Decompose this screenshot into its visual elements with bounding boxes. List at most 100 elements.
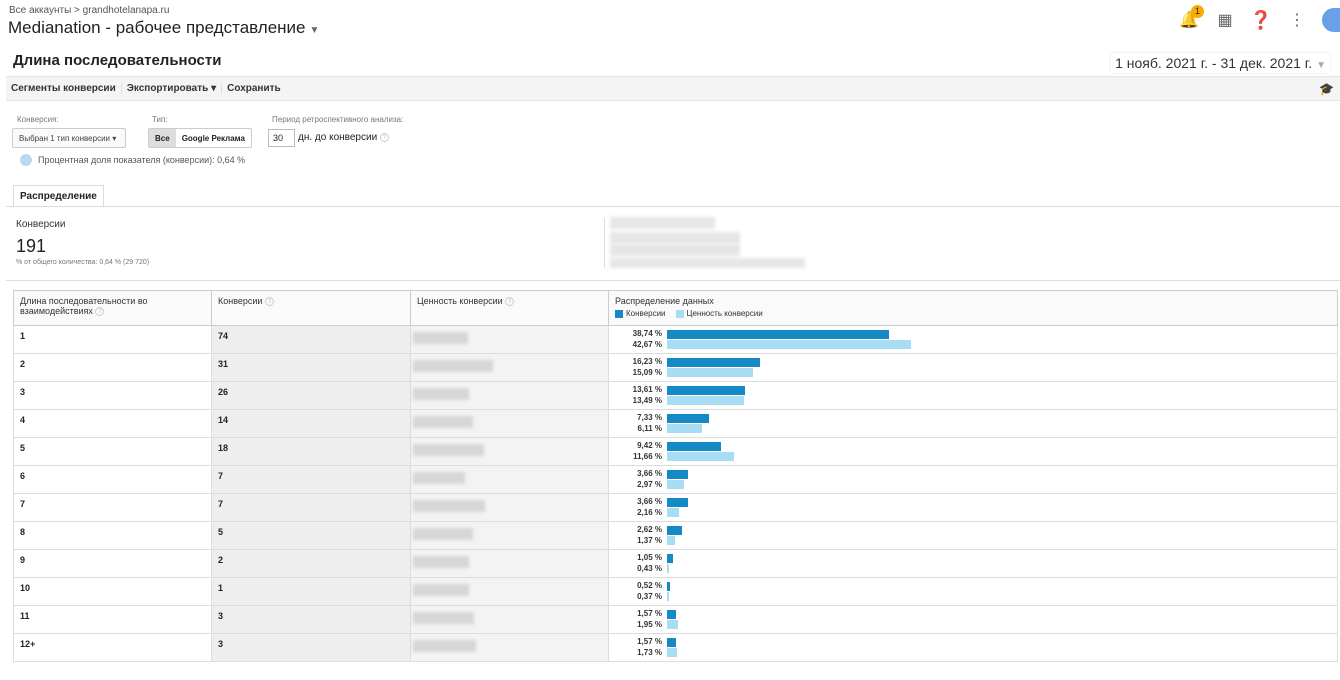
table-row: 1 74 38,74 % 42,67 % xyxy=(14,326,1338,354)
value-pct-label: 15,09 % xyxy=(609,368,662,377)
view-selector[interactable]: Medianation - рабочее представление ▼ xyxy=(8,18,319,38)
value-pct-label: 6,11 % xyxy=(609,424,662,433)
bell-icon[interactable]: 🔔 1 xyxy=(1178,9,1200,31)
value-pct-label: 1,37 % xyxy=(609,536,662,545)
divider xyxy=(604,218,605,268)
cell-length: 10 xyxy=(14,578,212,606)
cell-length: 7 xyxy=(14,494,212,522)
redacted-block xyxy=(610,244,740,256)
header-label: Распределение данных xyxy=(615,296,1331,306)
help-icon[interactable]: ? xyxy=(95,307,104,316)
cell-value-redacted xyxy=(411,438,609,466)
help-icon[interactable]: ? xyxy=(505,297,514,306)
type-google-ads-button[interactable]: Google Реклама xyxy=(176,129,251,147)
cell-conversions: 7 xyxy=(212,466,411,494)
value-bar xyxy=(667,368,753,377)
conversion-label: Конверсия: xyxy=(17,115,59,124)
view-name: Medianation - рабочее представление xyxy=(8,18,306,37)
conv-pct-label: 1,57 % xyxy=(609,609,662,618)
value-bar xyxy=(667,452,734,461)
breadcrumb[interactable]: Все аккаунты > grandhotelanapa.ru xyxy=(9,5,169,16)
table-row: 3 26 13,61 % 13,49 % xyxy=(14,382,1338,410)
pie-chart-icon xyxy=(20,154,32,166)
legend-label: Ценность конверсии xyxy=(687,309,763,318)
cell-distribution: 7,33 % 6,11 % xyxy=(609,410,1338,438)
value-pct-label: 2,16 % xyxy=(609,508,662,517)
type-toggle: Все Google Реклама xyxy=(148,128,252,148)
conv-pct-label: 38,74 % xyxy=(609,329,662,338)
cell-distribution: 16,23 % 15,09 % xyxy=(609,354,1338,382)
date-range-picker[interactable]: 1 нояб. 2021 г. - 31 дек. 2021 г. ▼ xyxy=(1111,53,1330,73)
cell-value-redacted xyxy=(411,466,609,494)
conv-pct-label: 0,52 % xyxy=(609,581,662,590)
value-bar xyxy=(667,424,702,433)
cell-value-redacted xyxy=(411,326,609,354)
value-bar xyxy=(667,340,911,349)
segments-button[interactable]: Сегменты конверсии xyxy=(6,83,122,94)
cell-conversions: 2 xyxy=(212,550,411,578)
page-title: Длина последовательности xyxy=(13,52,221,69)
save-button[interactable]: Сохранить xyxy=(222,83,286,94)
legend-label: Конверсии xyxy=(626,309,666,318)
summary-label: Конверсии xyxy=(16,219,65,230)
cell-conversions: 1 xyxy=(212,578,411,606)
conversions-bar xyxy=(667,386,745,395)
type-all-button[interactable]: Все xyxy=(149,129,176,147)
help-icon[interactable]: ❓ xyxy=(1250,9,1272,31)
conversions-bar xyxy=(667,358,760,367)
lookback-input[interactable]: 30 xyxy=(268,129,295,147)
cell-value-redacted xyxy=(411,578,609,606)
cell-length: 9 xyxy=(14,550,212,578)
col-header-distribution: Распределение данных Конверсии Ценность к… xyxy=(609,291,1338,326)
header-label: Конверсии xyxy=(218,296,262,306)
value-bar xyxy=(667,508,679,517)
conversion-select[interactable]: Выбран 1 тип конверсии ▾ xyxy=(12,128,126,148)
cell-value-redacted xyxy=(411,494,609,522)
value-bar xyxy=(667,620,678,629)
avatar[interactable] xyxy=(1322,8,1340,32)
more-vert-icon[interactable]: ⋮ xyxy=(1286,9,1308,31)
conversions-bar xyxy=(667,470,688,479)
cell-distribution: 1,57 % 1,95 % xyxy=(609,606,1338,634)
value-pct-label: 0,43 % xyxy=(609,564,662,573)
value-pct-label: 1,73 % xyxy=(609,648,662,657)
tab-distribution[interactable]: Распределение xyxy=(13,185,104,207)
cell-length: 12+ xyxy=(14,634,212,662)
cell-conversions: 74 xyxy=(212,326,411,354)
conv-pct-label: 9,42 % xyxy=(609,441,662,450)
cell-value-redacted xyxy=(411,522,609,550)
lookback-suffix: дн. до конверсии xyxy=(298,132,377,143)
legend: Конверсии Ценность конверсии xyxy=(615,309,1331,318)
value-pct-label: 0,37 % xyxy=(609,592,662,601)
cell-length: 11 xyxy=(14,606,212,634)
col-header-value[interactable]: Ценность конверсии ? xyxy=(411,291,609,326)
caret-down-icon: ▼ xyxy=(1316,60,1326,71)
export-label: Экспортировать xyxy=(127,83,209,94)
conv-pct-label: 2,62 % xyxy=(609,525,662,534)
summary-subtext: % от общего количества: 0,64 % (29 720) xyxy=(16,259,149,266)
value-bar xyxy=(667,564,669,573)
table-row: 12+ 3 1,57 % 1,73 % xyxy=(14,634,1338,662)
value-bar xyxy=(667,480,684,489)
conversion-value: Выбран 1 тип конверсии xyxy=(19,134,110,143)
legend-value: Ценность конверсии xyxy=(676,309,763,318)
cell-value-redacted xyxy=(411,410,609,438)
table-row: 8 5 2,62 % 1,37 % xyxy=(14,522,1338,550)
apps-grid-icon[interactable]: ▦ xyxy=(1214,9,1236,31)
conversions-bar xyxy=(667,414,709,423)
conv-pct-label: 13,61 % xyxy=(609,385,662,394)
graduation-cap-icon[interactable]: 🎓 xyxy=(1319,82,1334,96)
col-header-conversions[interactable]: Конверсии ? xyxy=(212,291,411,326)
divider xyxy=(6,206,1340,207)
help-icon[interactable]: ? xyxy=(265,297,274,306)
col-header-length[interactable]: Длина последовательности во взаимодейств… xyxy=(14,291,212,326)
value-pct-label: 2,97 % xyxy=(609,480,662,489)
conversions-bar xyxy=(667,498,688,507)
export-button[interactable]: Экспортировать ▾ xyxy=(122,83,222,94)
legend-swatch xyxy=(615,310,623,318)
table-row: 7 7 3,66 % 2,16 % xyxy=(14,494,1338,522)
help-icon[interactable]: ? xyxy=(380,133,389,142)
cell-conversions: 7 xyxy=(212,494,411,522)
share-text: Процентная доля показателя (конверсии): … xyxy=(38,155,245,165)
header-label: Ценность конверсии xyxy=(417,296,503,306)
